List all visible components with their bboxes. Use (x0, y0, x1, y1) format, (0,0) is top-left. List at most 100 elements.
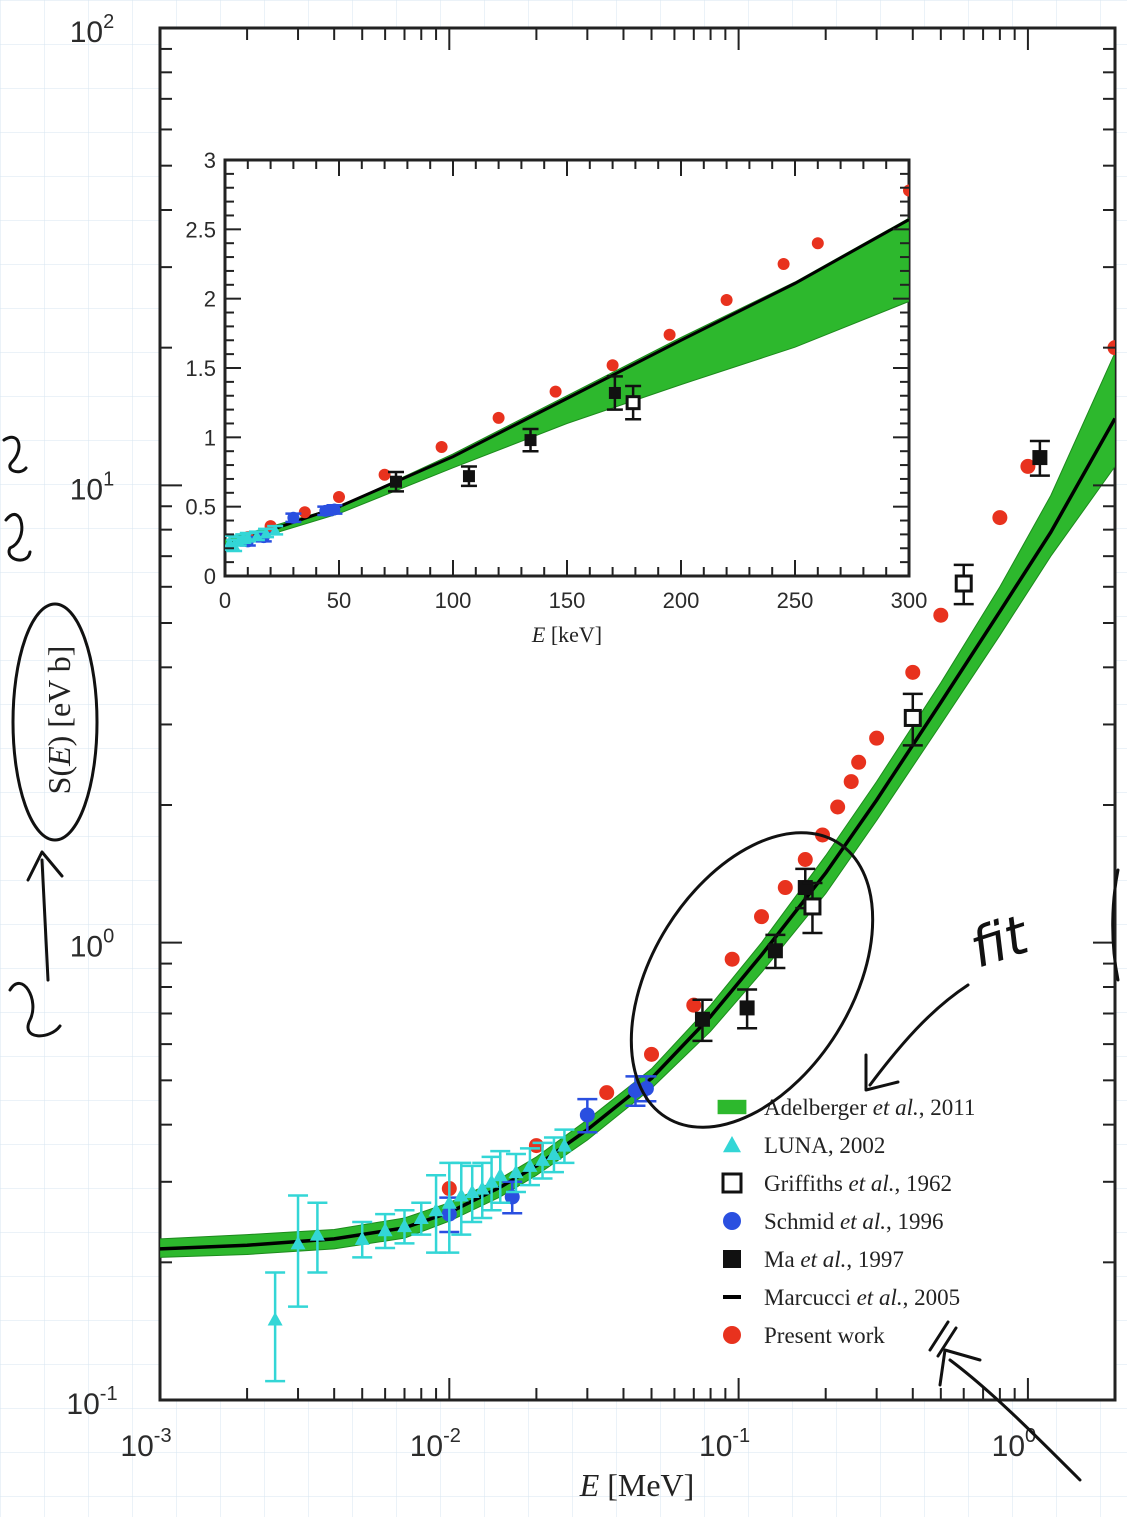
legend-marcucci-symbol (723, 1295, 741, 1299)
inset-ma-point (462, 470, 475, 483)
inset-x-tick-label: 50 (327, 588, 351, 613)
main-y-tick-label: 101 (70, 468, 115, 506)
main-luna-point (309, 1227, 325, 1241)
inset-ma-point (524, 434, 537, 447)
main-x-tick-label: 10-3 (120, 1425, 171, 1463)
main-ma-point (767, 943, 783, 959)
main-present-point (797, 852, 813, 868)
legend-adelberger-symbol (717, 1099, 747, 1115)
main-luna-point (290, 1235, 306, 1250)
inset-present-point (811, 237, 824, 250)
inset-uncertainty-band (225, 217, 909, 549)
legend-adelberger-label: Adelberger et al., 2011 (764, 1095, 975, 1120)
inset-present-point (720, 294, 733, 307)
main-y-axis-label: S(E) [eV b] (41, 646, 77, 795)
handwritten-annotations (2, 436, 1120, 1482)
main-present-point (644, 1046, 660, 1062)
legend-griffiths-label: Griffiths et al., 1962 (764, 1171, 952, 1196)
legend-griffiths-symbol (721, 1172, 743, 1194)
main-luna-point (492, 1167, 508, 1182)
main-x-tick-label: 100 (992, 1425, 1036, 1463)
inset-x-axis-label: E [keV] (531, 622, 602, 647)
inset-y-tick-label: 1 (204, 425, 216, 450)
main-ticks (159, 27, 1116, 1401)
inset-present-point (549, 385, 562, 398)
main-present-point (724, 951, 740, 967)
highlight-circle-mark (629, 831, 875, 1129)
inset-ma-point (390, 475, 402, 488)
legend-schmid-label: Schmid et al., 1996 (764, 1209, 944, 1234)
main-luna-point (267, 1311, 283, 1326)
dash-tick-mark (928, 1320, 958, 1358)
margin-scribble-1 (2, 436, 28, 474)
main-ma-point (1032, 450, 1048, 466)
inset-y-tick-label: 2.5 (185, 217, 216, 242)
main-present-point (686, 997, 702, 1013)
main-griffiths-point (903, 708, 922, 727)
inset-y-tick-label: 2 (204, 287, 216, 312)
legend-ma-symbol (723, 1250, 741, 1268)
main-luna-point (508, 1164, 524, 1179)
main-present-point (599, 1085, 615, 1101)
main-luna-point (546, 1146, 562, 1161)
inset-x-tick-label: 150 (549, 588, 586, 613)
main-x-tick-label: 10-1 (699, 1425, 750, 1463)
legend-present-symbol (723, 1326, 741, 1344)
inset-x-tick-label: 250 (777, 588, 814, 613)
main-y-tick-label: 10-1 (66, 1383, 117, 1421)
inset-points (225, 184, 909, 553)
main-present-point (777, 880, 793, 896)
legend-ma-label: Ma et al., 1997 (764, 1247, 904, 1272)
main-luna-point (556, 1138, 572, 1152)
fit-arrow-mark (864, 983, 970, 1092)
main-present-point (905, 664, 921, 680)
legend: Adelberger et al., 2011 LUNA, 2002 Griffit… (717, 1095, 975, 1348)
inset-schmid-point (287, 511, 300, 524)
main-luna-point (396, 1218, 412, 1233)
inset-y-tick-label: 3 (204, 148, 216, 173)
main-griffiths-point (803, 897, 822, 916)
legend-schmid-symbol (723, 1212, 741, 1230)
inset-x-tick-label: 300 (891, 588, 928, 613)
inset-schmid-point (328, 503, 341, 516)
main-luna-point (428, 1202, 444, 1217)
inset-band (225, 217, 909, 549)
main-present-point (869, 730, 885, 746)
inset-x-tick-label: 200 (663, 588, 700, 613)
main-luna-point (522, 1158, 538, 1172)
main-luna-point (484, 1174, 500, 1188)
inset-griffiths-point (625, 395, 641, 411)
main-luna-point (474, 1181, 490, 1195)
inset-x-tick-label: 100 (435, 588, 472, 613)
legend-present-label: Present work (764, 1323, 885, 1348)
inset-present-point (298, 506, 311, 519)
main-luna-errorbar (265, 1271, 286, 1383)
main-luna-errorbar (288, 1194, 309, 1308)
main-y-tick-label: 100 (70, 926, 115, 964)
main-ma-point (694, 1011, 710, 1027)
inset-x-tick-label: 0 (219, 588, 231, 613)
inset-ticks (224, 159, 910, 577)
main-present-point (843, 774, 859, 790)
legend-luna-label: LUNA, 2002 (764, 1133, 885, 1158)
inset-luna-point (269, 524, 282, 536)
main-points (265, 340, 1115, 1383)
main-present-point (754, 909, 770, 925)
inset-y-tick-label: 0 (204, 564, 216, 589)
main-luna-point (441, 1195, 457, 1209)
main-ma-point (739, 1000, 755, 1016)
inset-present-point (435, 441, 448, 454)
margin-scribble-2 (4, 512, 32, 562)
main-x-axis-label: E [MeV] (579, 1467, 695, 1503)
lower-arrow-mark (938, 1348, 1082, 1482)
main-present-point (851, 754, 867, 770)
inset-y-tick-label: 1.5 (185, 356, 216, 381)
inset-present-point (378, 468, 391, 481)
inset-tick-labels: 0 50 100 150 200 250 300 0 0.5 1 1.5 2 2.5 3 (185, 148, 927, 613)
main-present-point (933, 607, 949, 623)
inset-ma-point (608, 386, 621, 399)
inset-present-point (606, 359, 619, 372)
main-luna-point (535, 1152, 551, 1166)
main-luna-point (377, 1222, 393, 1237)
